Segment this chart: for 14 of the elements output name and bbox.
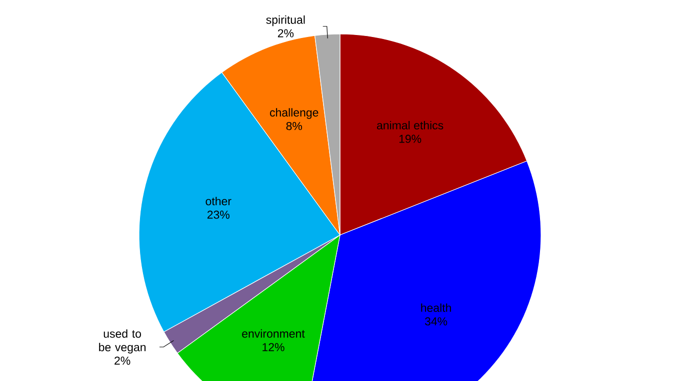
data-label: 34%	[424, 317, 448, 326]
slice-label: animal ethics	[376, 120, 444, 130]
slice-label: used to be vegan	[99, 329, 146, 354]
data-label: 8%	[286, 122, 302, 130]
data-label: 19%	[399, 134, 422, 143]
data-label: 2%	[114, 356, 130, 365]
slice-label: challenge	[270, 108, 318, 119]
data-label: 12%	[262, 343, 284, 352]
slice-label: environment	[242, 329, 305, 338]
data-label: 23%	[207, 210, 230, 219]
slice-label: spiritual	[266, 15, 305, 26]
slice-label: health	[421, 303, 451, 312]
slice-label: other	[206, 196, 232, 206]
data-label: 2%	[278, 29, 294, 38]
